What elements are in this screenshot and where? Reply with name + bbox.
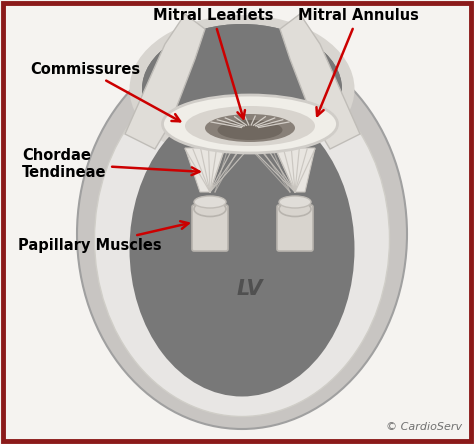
Ellipse shape	[194, 196, 226, 208]
Polygon shape	[275, 148, 315, 192]
Ellipse shape	[129, 15, 355, 163]
Polygon shape	[175, 124, 325, 151]
Text: Mitral Annulus: Mitral Annulus	[298, 8, 419, 116]
Polygon shape	[280, 14, 360, 149]
Ellipse shape	[163, 95, 337, 153]
FancyBboxPatch shape	[192, 205, 228, 251]
Text: Mitral Leaflets: Mitral Leaflets	[153, 8, 273, 119]
Ellipse shape	[129, 102, 355, 396]
Text: © CardioServ: © CardioServ	[386, 422, 462, 432]
Ellipse shape	[279, 196, 311, 208]
Text: LV: LV	[237, 279, 263, 299]
Ellipse shape	[77, 39, 407, 429]
Ellipse shape	[142, 24, 342, 154]
FancyBboxPatch shape	[277, 205, 313, 251]
Text: Commissures: Commissures	[30, 62, 180, 121]
Ellipse shape	[194, 202, 226, 217]
Polygon shape	[185, 148, 225, 192]
Ellipse shape	[279, 202, 311, 217]
Ellipse shape	[218, 120, 283, 140]
Text: Chordae
Tendineae: Chordae Tendineae	[22, 148, 200, 180]
FancyBboxPatch shape	[3, 3, 471, 441]
Ellipse shape	[205, 114, 295, 142]
Text: Papillary Muscles: Papillary Muscles	[18, 221, 189, 254]
Polygon shape	[125, 14, 205, 149]
Ellipse shape	[185, 106, 315, 146]
Ellipse shape	[142, 24, 342, 154]
Ellipse shape	[94, 62, 390, 416]
